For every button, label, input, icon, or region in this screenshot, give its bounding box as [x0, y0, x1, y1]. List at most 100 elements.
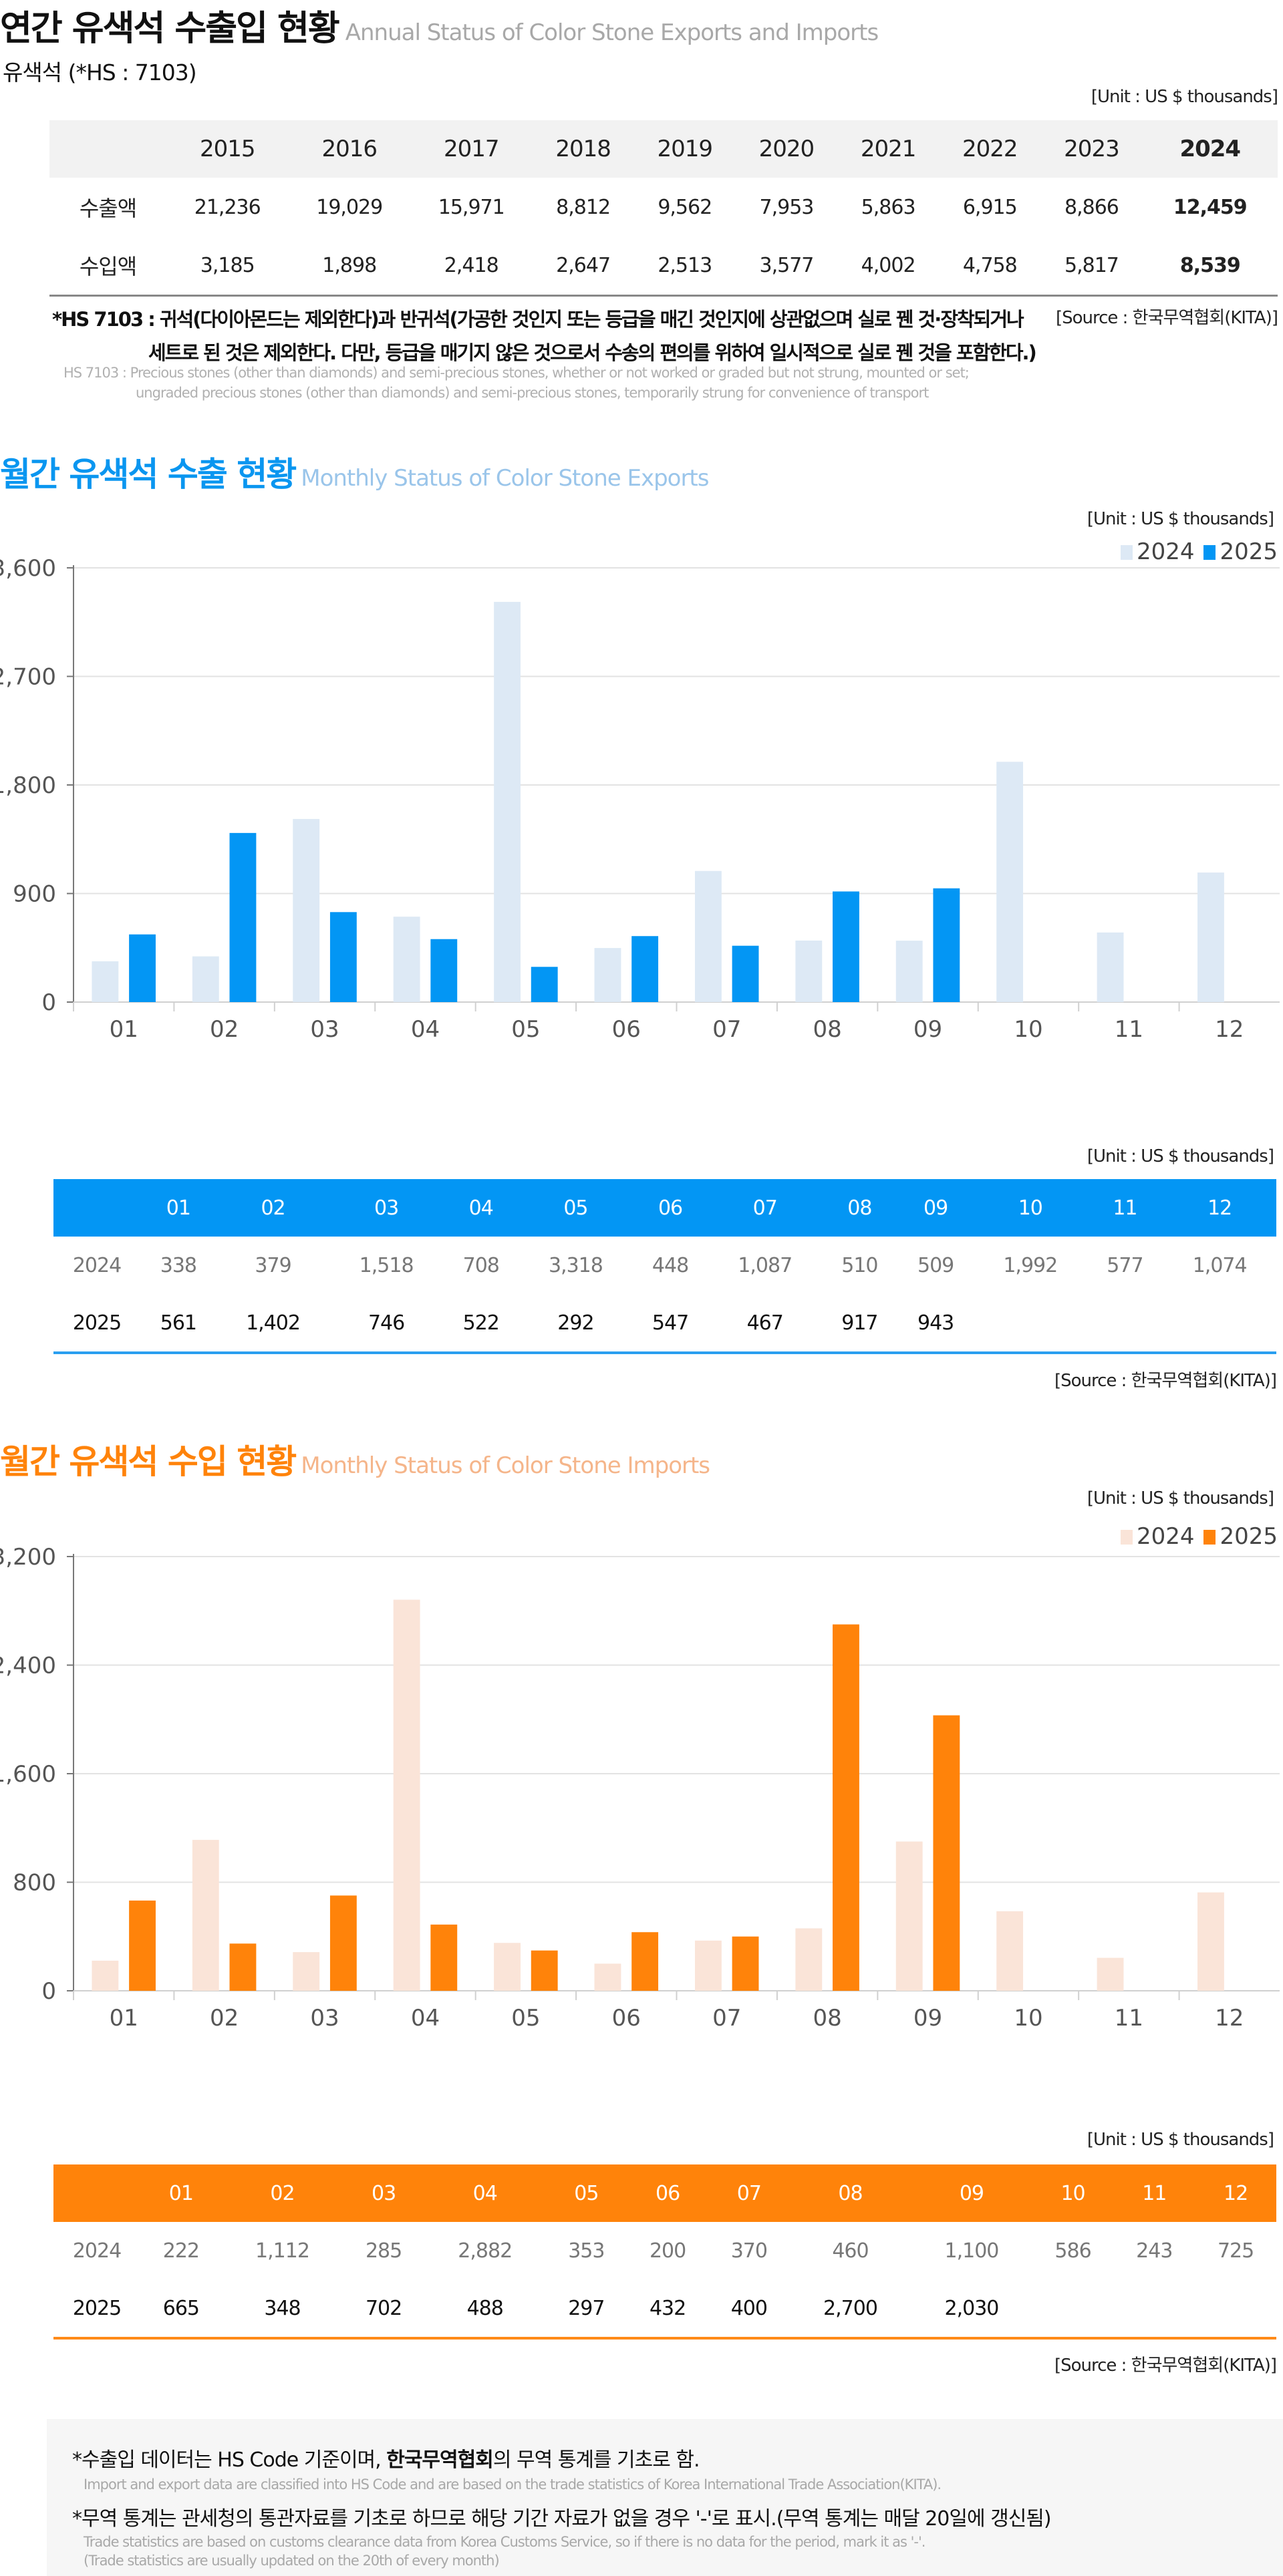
- table-cell: 3,577: [759, 253, 814, 277]
- table-cell: [1113, 2280, 1195, 2338]
- y-tick-label: 0: [41, 1978, 56, 2005]
- imports-chart-unit: [Unit : US $ thousands]: [1087, 1488, 1274, 1508]
- page-title-ko: 연간 유색석 수출입 현황: [0, 9, 340, 49]
- table-cell: 917: [841, 1311, 878, 1335]
- table-cell: 15,971: [438, 195, 505, 219]
- table-cell: [1032, 2280, 1114, 2338]
- footer-note2-en1: Trade statistics are based on customs cl…: [84, 2534, 925, 2550]
- year-header: 2020: [758, 136, 815, 162]
- table-cell: 3,318: [548, 1254, 603, 1277]
- table-cell: 5,817: [1064, 253, 1119, 277]
- imports-row-2025: 2025 665 348 702 488 297 432 400 2,700 2…: [53, 2280, 1276, 2338]
- table-cell: 5,863: [861, 195, 916, 219]
- bar-2024-03: [293, 818, 320, 1002]
- bar-2025-08: [833, 1624, 859, 1991]
- month-header: 07: [736, 2181, 762, 2205]
- month-header: 06: [656, 2181, 680, 2205]
- footer-note1-ko: *수출입 데이터는 HS Code 기준이며, 한국무역협회의 무역 통계를 기…: [72, 2443, 700, 2472]
- exports-bar-chart: 0 900 1,800 2,700 3,600 01 02 03 04 05 06 07 08 09 10 1…: [0, 555, 1280, 1043]
- x-tick-label: 03: [310, 2005, 339, 2032]
- imports-monthly-table: 01 02 03 04 05 06 07 08 09 10 11 12 2024…: [53, 2164, 1276, 2340]
- month-header: 12: [1224, 2181, 1248, 2205]
- y-tick-label: 3,200: [0, 1544, 56, 1571]
- x-tick-label: 01: [110, 1016, 138, 1043]
- footer-notes: *수출입 데이터는 HS Code 기준이며, 한국무역협회의 무역 통계를 기…: [47, 2419, 1283, 2576]
- footer-note2-ko: *무역 통계는 관세청의 통관자료를 기초로 하므로 해당 기간 자료가 없을 …: [72, 2507, 1052, 2531]
- annual-unit-label: [Unit : US $ thousands]: [1091, 87, 1278, 107]
- month-header: 05: [563, 1196, 588, 1220]
- table-cell: 1,112: [255, 2239, 310, 2263]
- y-tick-label: 0: [41, 989, 56, 1016]
- x-tick-label: 02: [210, 1016, 239, 1043]
- x-tick-label: 11: [1115, 2005, 1143, 2032]
- table-cell: [1163, 1295, 1276, 1353]
- table-cell: 460: [832, 2239, 869, 2263]
- table-cell: 7,953: [759, 195, 814, 219]
- y-tick-label: 900: [13, 881, 56, 908]
- x-tick-label: 10: [1014, 2005, 1042, 2032]
- table-cell: 2,418: [444, 253, 499, 277]
- bar-2025-03: [329, 1895, 357, 1991]
- footer-note1-bold: 한국무역협회: [386, 2448, 494, 2472]
- year-header: 2024: [1179, 136, 1241, 162]
- table-cell: 243: [1136, 2239, 1173, 2263]
- table-cell: [1087, 1295, 1163, 1353]
- x-tick-label: 12: [1215, 2005, 1244, 2032]
- imports-source: [Source : 한국무역협회(KITA)]: [1054, 2356, 1277, 2376]
- table-cell: 708: [462, 1254, 500, 1277]
- y-tick-label: 2,700: [0, 664, 56, 691]
- bar-2025-08: [833, 891, 859, 1002]
- imports-section-title: 월간 유색석 수입 현황 Monthly Status of Color Ston…: [0, 1435, 710, 1483]
- table-cell: 1,402: [246, 1311, 301, 1335]
- x-tick-label: 02: [210, 2005, 239, 2032]
- imports-bar-chart: 0 800 1,600 2,400 3,200 01 02 03 04 05 06 07 08 09 10 1…: [0, 1544, 1280, 2032]
- bar-2024-09: [895, 941, 923, 1002]
- x-tick-label: 04: [411, 2005, 440, 2032]
- table-cell: 1,087: [738, 1254, 793, 1277]
- table-cell: 547: [652, 1311, 689, 1335]
- imports-title-ko: 월간 유색석 수입 현황: [0, 1442, 297, 1481]
- bar-2024-05: [494, 1943, 521, 1991]
- hs-note-en-line1: HS 7103 : Precious stones (other than di…: [63, 365, 970, 381]
- x-tick-label: 07: [712, 1016, 741, 1043]
- table-cell: 297: [568, 2297, 605, 2320]
- row-label: 2025: [72, 2297, 122, 2320]
- bar-2025-06: [631, 1932, 659, 1991]
- year-header: 2017: [443, 136, 500, 162]
- x-tick-label: 08: [813, 2005, 841, 2032]
- row-label: 수출액: [79, 196, 137, 221]
- bar-2024-04: [393, 917, 420, 1002]
- bar-2024-08: [795, 940, 823, 1002]
- hs-code-subtitle: 유색석 (*HS : 7103): [3, 59, 197, 86]
- table-cell: 379: [255, 1254, 291, 1277]
- annual-source: [Source : 한국무역협회(KITA)]: [1055, 308, 1278, 328]
- exports-table-unit: [Unit : US $ thousands]: [1087, 1146, 1274, 1166]
- bar-2025-02: [229, 832, 257, 1002]
- bar-2024-11: [1097, 932, 1124, 1002]
- annual-header-blank: [49, 120, 166, 178]
- month-header: 11: [1142, 2181, 1167, 2205]
- bar-2025-04: [430, 939, 458, 1002]
- x-tick-label: 06: [612, 2005, 641, 2032]
- month-header: 09: [959, 2181, 984, 2205]
- table-cell: 370: [730, 2239, 768, 2263]
- row-label: 2025: [72, 1311, 122, 1335]
- exports-table-header: 01 02 03 04 05 06 07 08 09 10 11 12: [53, 1179, 1276, 1237]
- table-cell: 577: [1107, 1254, 1143, 1277]
- bar-2025-03: [329, 912, 357, 1002]
- table-cell: 338: [160, 1254, 197, 1277]
- table-cell: 8,812: [556, 195, 611, 219]
- table-cell: 292: [557, 1311, 594, 1335]
- table-cell: 510: [841, 1254, 878, 1277]
- table-cell: 353: [568, 2239, 605, 2263]
- x-tick-label: 10: [1014, 1016, 1042, 1043]
- exports-title-ko: 월간 유색석 수출 현황: [0, 455, 297, 494]
- exports-source: [Source : 한국무역협회(KITA)]: [1054, 1371, 1277, 1391]
- hs-note-korean: *HS 7103 : 귀석(다이아몬드는 제외한다)과 반귀석(가공한 것인지 …: [52, 303, 1037, 369]
- table-cell: 285: [365, 2239, 402, 2263]
- month-header: 08: [847, 1196, 872, 1220]
- annual-row-exports: 수출액 21,236 19,029 15,971 8,812 9,562 7,9…: [49, 178, 1278, 236]
- table-cell: 561: [160, 1311, 197, 1335]
- legend-swatch-2024: [1120, 545, 1133, 560]
- bar-2025-06: [631, 936, 659, 1002]
